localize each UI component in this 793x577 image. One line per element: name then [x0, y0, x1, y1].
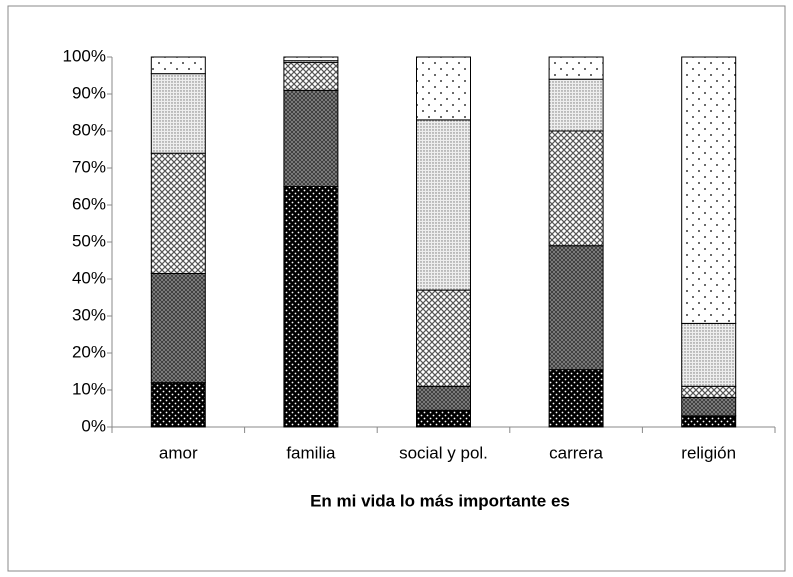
bar-segment: [416, 119, 471, 291]
bar-segment: [681, 322, 737, 387]
bar-segment: [548, 369, 604, 428]
bar-segment: [416, 56, 471, 121]
y-tick-label: 20%: [72, 342, 106, 361]
x-tick-label: carrera: [549, 443, 603, 462]
bar-segment: [150, 272, 206, 384]
bar-segment: [150, 73, 206, 154]
x-tick-label: amor: [159, 443, 198, 462]
bar-segment: [283, 62, 339, 91]
y-tick-label: 100%: [63, 46, 106, 65]
y-tick-label: 0%: [81, 416, 106, 435]
x-tick-label: familia: [286, 443, 336, 462]
bar-segment: [416, 385, 471, 411]
bar-segment: [548, 56, 604, 80]
bar-segment: [681, 415, 737, 428]
bar-segment: [548, 130, 604, 247]
bar-segment: [548, 245, 604, 371]
bar-segment: [283, 89, 339, 187]
y-tick-label: 50%: [72, 231, 106, 250]
bar-segment: [150, 382, 206, 428]
x-tick-label: social y pol.: [399, 443, 488, 462]
bar-segment: [681, 385, 737, 398]
bar-segment: [150, 152, 206, 274]
y-tick-label: 90%: [72, 83, 106, 102]
y-tick-label: 30%: [72, 305, 106, 324]
y-tick-label: 60%: [72, 194, 106, 213]
bar-segment: [681, 396, 737, 417]
bar-segment: [681, 56, 737, 324]
y-tick-label: 40%: [72, 268, 106, 287]
y-tick-label: 70%: [72, 157, 106, 176]
bar-segment: [283, 186, 339, 428]
x-axis-label: En mi vida lo más importante es: [310, 491, 570, 510]
bar-segment: [150, 56, 206, 75]
x-tick-label: religión: [681, 443, 736, 462]
bar-segment: [548, 78, 604, 132]
bar-segment: [283, 56, 339, 62]
y-tick-label: 10%: [72, 379, 106, 398]
y-tick-label: 80%: [72, 120, 106, 139]
bar-segment: [416, 289, 471, 387]
bar-segment: [416, 409, 471, 428]
chart-frame: [7, 5, 786, 572]
